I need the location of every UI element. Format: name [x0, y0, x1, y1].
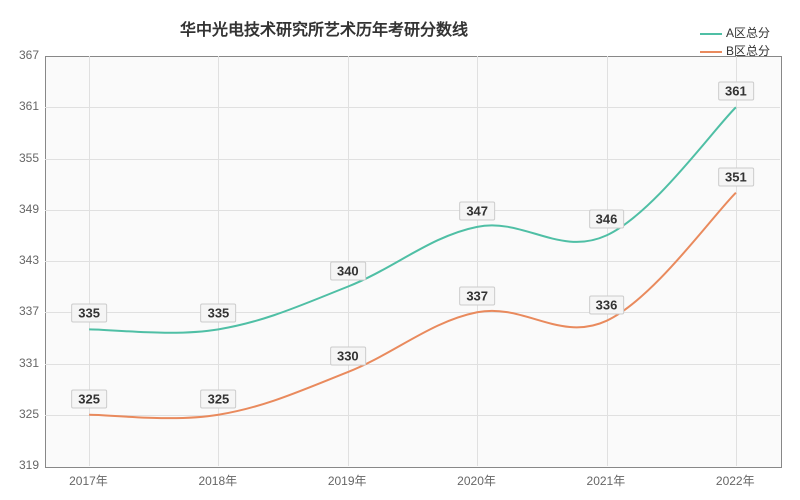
data-label: 340 [330, 261, 366, 280]
lines-svg [0, 0, 800, 500]
data-label: 346 [589, 210, 625, 229]
data-label: 335 [71, 304, 107, 323]
legend-label: A区总分 [726, 26, 770, 40]
data-label: 337 [459, 287, 495, 306]
legend-swatch [700, 51, 722, 53]
data-label: 351 [718, 167, 754, 186]
data-label: 325 [201, 389, 237, 408]
data-label: 330 [330, 347, 366, 366]
legend-item: A区总分 [700, 24, 770, 41]
legend-item: B区总分 [700, 42, 770, 59]
legend-swatch [700, 33, 722, 35]
chart-container: 华中光电技术研究所艺术历年考研分数线 319325331337343349355… [0, 0, 800, 500]
data-label: 336 [589, 295, 625, 314]
data-label: 347 [459, 201, 495, 220]
data-label: 361 [718, 82, 754, 101]
data-label: 335 [201, 304, 237, 323]
series-line-1 [89, 193, 736, 418]
data-label: 325 [71, 389, 107, 408]
legend-label: B区总分 [726, 44, 770, 58]
